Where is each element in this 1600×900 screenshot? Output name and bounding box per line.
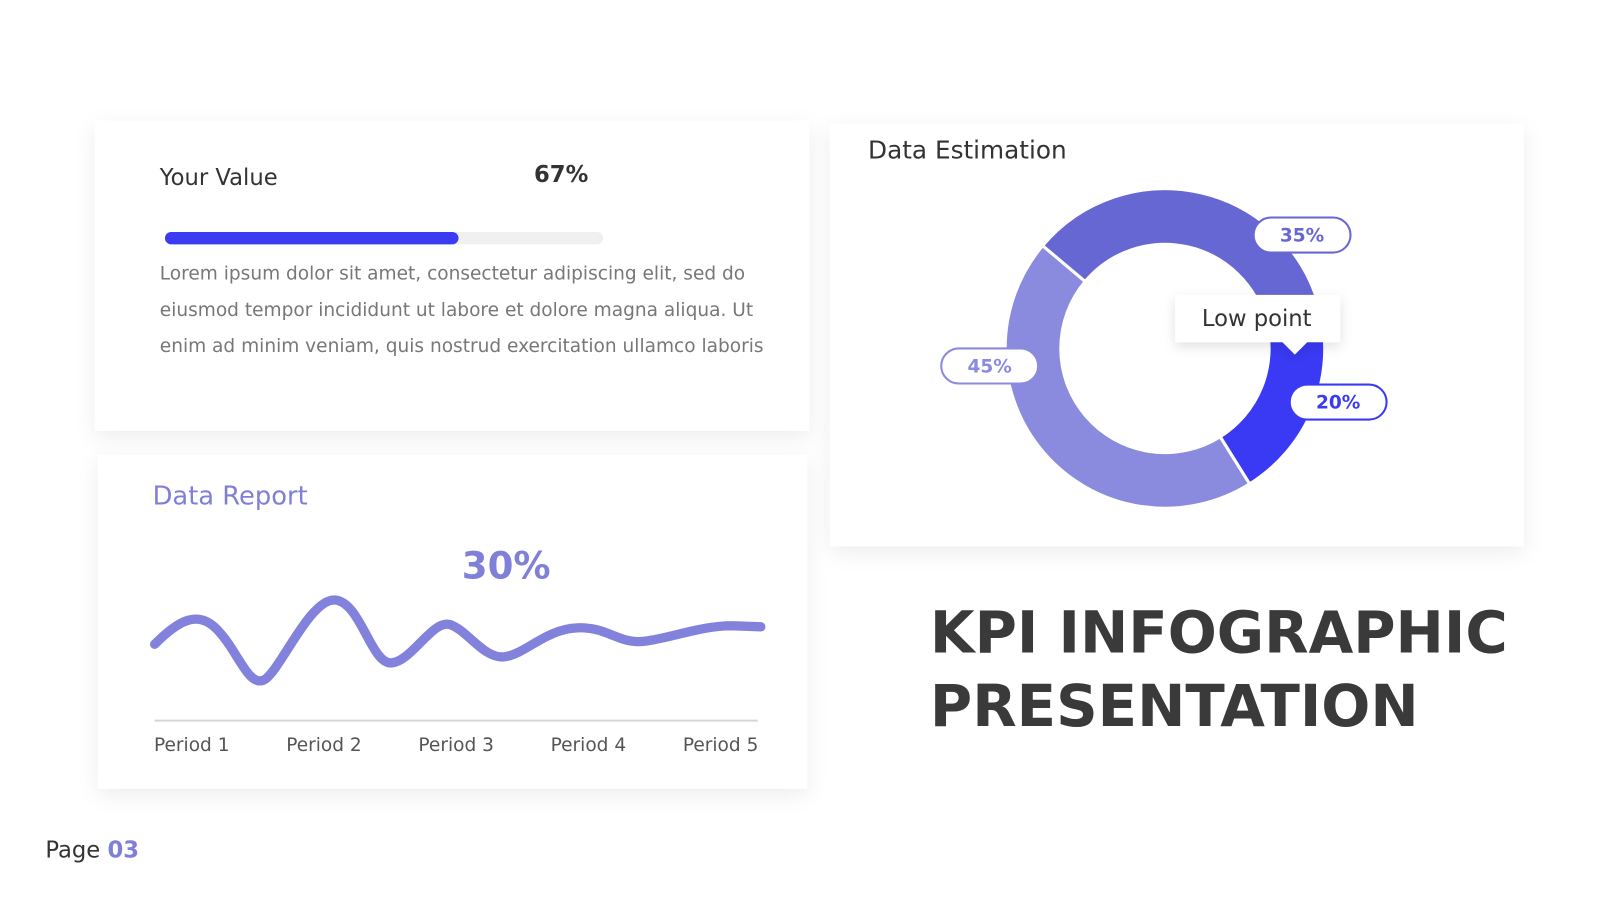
- value-label: 20%: [1316, 393, 1360, 414]
- annotation: 30%: [462, 545, 551, 588]
- body-text: Lorem ipsum dolor sit amet, consectetur …: [160, 264, 745, 285]
- tooltip-text: Low point: [1202, 306, 1312, 332]
- card-title: Data Report: [153, 481, 308, 511]
- value-pill: [940, 347, 1040, 385]
- progress-bar: [164, 231, 459, 245]
- value-label: 67%: [534, 162, 588, 188]
- page-number: 03: [107, 837, 139, 863]
- x-tick-label: Period 4: [551, 735, 627, 756]
- body-text: eiusmod tempor incididunt ut labore et d…: [160, 300, 753, 321]
- value-pill: [1288, 383, 1388, 421]
- donut-segment: [1003, 243, 1252, 510]
- page-label: Page: [45, 837, 100, 863]
- value-pill: [1252, 216, 1352, 254]
- heading: KPI INFOGRAPHIC: [930, 599, 1508, 667]
- x-tick-label: Period 1: [154, 735, 230, 756]
- value-label: 45%: [967, 357, 1011, 378]
- heading: PRESENTATION: [930, 672, 1419, 740]
- body-text: enim ad minim veniam, quis nostrud exerc…: [160, 336, 764, 357]
- value-label: 35%: [1280, 226, 1324, 247]
- x-tick-label: Period 5: [683, 735, 759, 756]
- card: [94, 120, 810, 431]
- x-tick-label: Period 3: [418, 735, 494, 756]
- card-title: Your Value: [159, 165, 278, 191]
- card-title: Data Estimation: [868, 136, 1067, 165]
- tooltip-box: [1175, 294, 1341, 355]
- x-tick-label: Period 2: [286, 735, 362, 756]
- wave-line: [150, 595, 766, 686]
- footer: Page 03: [45, 837, 139, 863]
